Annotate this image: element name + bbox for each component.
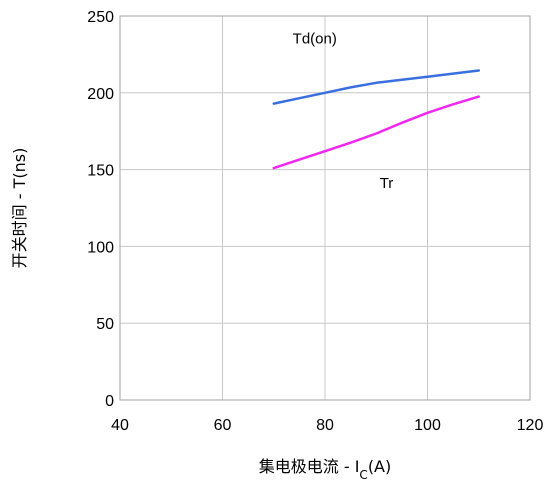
series-line-1 <box>272 95 481 170</box>
y-tick-label: 200 <box>87 86 114 103</box>
y-tick-labels: 0 50 100 150 200 250 <box>87 9 114 410</box>
x-tick-label: 80 <box>316 417 334 434</box>
series-labels: Td(on) Tr <box>293 31 394 192</box>
x-tick-label: 120 <box>517 417 544 434</box>
series-line-0 <box>272 69 481 105</box>
y-tick-label: 100 <box>87 239 114 256</box>
grid <box>120 16 530 400</box>
x-axis-label-main: 集电极电流 - I <box>259 457 360 476</box>
series-lines <box>272 69 481 170</box>
plot-frame <box>119 15 531 401</box>
x-axis-label: 集电极电流 - IC(A) <box>259 457 392 482</box>
x-tick-label: 60 <box>214 417 232 434</box>
y-tick-label: 0 <box>105 393 114 410</box>
y-tick-label: 150 <box>87 163 114 180</box>
x-tick-labels: 40 60 80 100 120 <box>111 417 543 434</box>
x-tick-label: 40 <box>111 417 129 434</box>
y-axis-label: 开关时间 - T(ns) <box>10 148 29 269</box>
y-tick-label: 250 <box>87 9 114 26</box>
y-tick-label: 50 <box>96 316 114 333</box>
x-axis-label-suffix: (A) <box>368 457 391 476</box>
series-label-0: Td(on) <box>293 31 337 48</box>
x-tick-label: 100 <box>414 417 441 434</box>
series-label-1: Tr <box>380 175 394 192</box>
x-axis-label-subscript: C <box>359 468 367 482</box>
